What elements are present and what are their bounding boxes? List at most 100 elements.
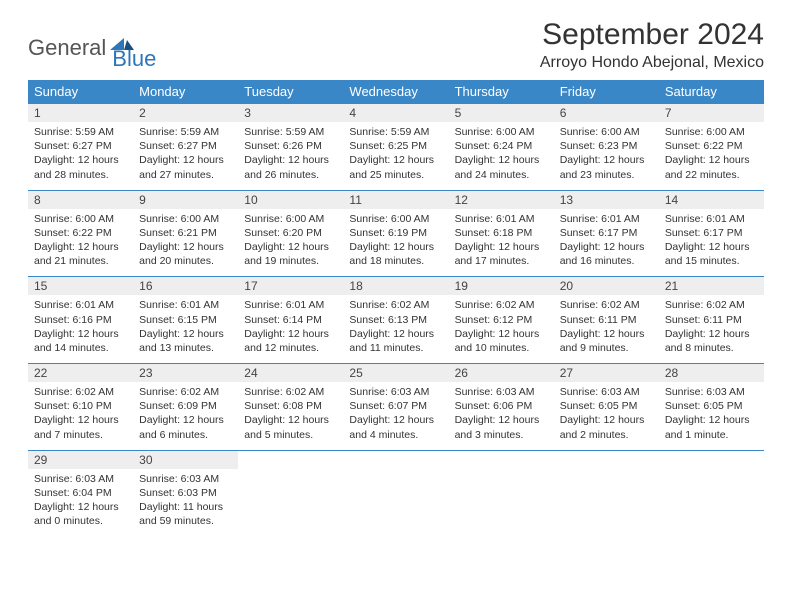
sunrise-text: Sunrise: 6:01 AM — [455, 212, 548, 226]
calendar-day-cell: 20Sunrise: 6:02 AMSunset: 6:11 PMDayligh… — [554, 277, 659, 364]
sunset-text: Sunset: 6:05 PM — [560, 399, 653, 413]
calendar-day-cell: 2Sunrise: 5:59 AMSunset: 6:27 PMDaylight… — [133, 104, 238, 191]
calendar-day-cell: 9Sunrise: 6:00 AMSunset: 6:21 PMDaylight… — [133, 190, 238, 277]
day-number: 3 — [238, 104, 343, 122]
sunrise-text: Sunrise: 6:00 AM — [139, 212, 232, 226]
daylight-line1: Daylight: 12 hours — [34, 327, 127, 341]
day-info: Sunrise: 6:01 AMSunset: 6:16 PMDaylight:… — [28, 295, 133, 363]
day-number: 4 — [343, 104, 448, 122]
daylight-line1: Daylight: 12 hours — [349, 240, 442, 254]
calendar-day-cell: 24Sunrise: 6:02 AMSunset: 6:08 PMDayligh… — [238, 364, 343, 451]
day-number: 21 — [659, 277, 764, 295]
sunrise-text: Sunrise: 6:03 AM — [34, 472, 127, 486]
daylight-line2: and 24 minutes. — [455, 168, 548, 182]
day-info: Sunrise: 6:03 AMSunset: 6:05 PMDaylight:… — [554, 382, 659, 450]
daylight-line2: and 26 minutes. — [244, 168, 337, 182]
day-info: Sunrise: 6:01 AMSunset: 6:17 PMDaylight:… — [659, 209, 764, 277]
day-number: 5 — [449, 104, 554, 122]
sunset-text: Sunset: 6:23 PM — [560, 139, 653, 153]
calendar-day-cell: 17Sunrise: 6:01 AMSunset: 6:14 PMDayligh… — [238, 277, 343, 364]
day-info: Sunrise: 6:03 AMSunset: 6:07 PMDaylight:… — [343, 382, 448, 450]
calendar-day-cell: 25Sunrise: 6:03 AMSunset: 6:07 PMDayligh… — [343, 364, 448, 451]
sunset-text: Sunset: 6:14 PM — [244, 313, 337, 327]
day-info: Sunrise: 6:00 AMSunset: 6:20 PMDaylight:… — [238, 209, 343, 277]
daylight-line1: Daylight: 12 hours — [560, 153, 653, 167]
sunrise-text: Sunrise: 6:02 AM — [139, 385, 232, 399]
sunset-text: Sunset: 6:07 PM — [349, 399, 442, 413]
calendar-header-row: SundayMondayTuesdayWednesdayThursdayFrid… — [28, 80, 764, 104]
daylight-line1: Daylight: 12 hours — [139, 327, 232, 341]
sunrise-text: Sunrise: 6:01 AM — [665, 212, 758, 226]
sunrise-text: Sunrise: 6:00 AM — [349, 212, 442, 226]
day-header: Friday — [554, 80, 659, 104]
daylight-line2: and 3 minutes. — [455, 428, 548, 442]
sunset-text: Sunset: 6:27 PM — [139, 139, 232, 153]
day-info: Sunrise: 6:00 AMSunset: 6:24 PMDaylight:… — [449, 122, 554, 190]
sunset-text: Sunset: 6:17 PM — [560, 226, 653, 240]
sunrise-text: Sunrise: 6:03 AM — [139, 472, 232, 486]
daylight-line2: and 1 minute. — [665, 428, 758, 442]
day-number: 10 — [238, 191, 343, 209]
sunrise-text: Sunrise: 5:59 AM — [139, 125, 232, 139]
day-number: 15 — [28, 277, 133, 295]
daylight-line1: Daylight: 12 hours — [244, 327, 337, 341]
sunset-text: Sunset: 6:13 PM — [349, 313, 442, 327]
day-info: Sunrise: 6:03 AMSunset: 6:06 PMDaylight:… — [449, 382, 554, 450]
daylight-line2: and 25 minutes. — [349, 168, 442, 182]
sunset-text: Sunset: 6:27 PM — [34, 139, 127, 153]
day-info: Sunrise: 6:02 AMSunset: 6:13 PMDaylight:… — [343, 295, 448, 363]
daylight-line1: Daylight: 12 hours — [349, 327, 442, 341]
calendar-day-cell: 8Sunrise: 6:00 AMSunset: 6:22 PMDaylight… — [28, 190, 133, 277]
calendar-week-row: 1Sunrise: 5:59 AMSunset: 6:27 PMDaylight… — [28, 104, 764, 191]
sunset-text: Sunset: 6:16 PM — [34, 313, 127, 327]
calendar-empty-cell — [554, 450, 659, 536]
calendar-week-row: 29Sunrise: 6:03 AMSunset: 6:04 PMDayligh… — [28, 450, 764, 536]
calendar-day-cell: 21Sunrise: 6:02 AMSunset: 6:11 PMDayligh… — [659, 277, 764, 364]
calendar-day-cell: 4Sunrise: 5:59 AMSunset: 6:25 PMDaylight… — [343, 104, 448, 191]
day-number: 25 — [343, 364, 448, 382]
sunrise-text: Sunrise: 6:02 AM — [349, 298, 442, 312]
sunrise-text: Sunrise: 6:02 AM — [34, 385, 127, 399]
location-label: Arroyo Hondo Abejonal, Mexico — [540, 54, 764, 72]
daylight-line2: and 13 minutes. — [139, 341, 232, 355]
day-info: Sunrise: 6:00 AMSunset: 6:19 PMDaylight:… — [343, 209, 448, 277]
day-number: 19 — [449, 277, 554, 295]
day-number: 18 — [343, 277, 448, 295]
sunset-text: Sunset: 6:06 PM — [455, 399, 548, 413]
sunset-text: Sunset: 6:22 PM — [665, 139, 758, 153]
day-number: 1 — [28, 104, 133, 122]
daylight-line2: and 7 minutes. — [34, 428, 127, 442]
daylight-line1: Daylight: 12 hours — [139, 153, 232, 167]
daylight-line2: and 6 minutes. — [139, 428, 232, 442]
daylight-line2: and 22 minutes. — [665, 168, 758, 182]
calendar-day-cell: 1Sunrise: 5:59 AMSunset: 6:27 PMDaylight… — [28, 104, 133, 191]
sunset-text: Sunset: 6:08 PM — [244, 399, 337, 413]
day-header: Wednesday — [343, 80, 448, 104]
sunrise-text: Sunrise: 6:03 AM — [560, 385, 653, 399]
sunset-text: Sunset: 6:22 PM — [34, 226, 127, 240]
calendar-day-cell: 15Sunrise: 6:01 AMSunset: 6:16 PMDayligh… — [28, 277, 133, 364]
calendar-day-cell: 12Sunrise: 6:01 AMSunset: 6:18 PMDayligh… — [449, 190, 554, 277]
sunset-text: Sunset: 6:17 PM — [665, 226, 758, 240]
daylight-line1: Daylight: 12 hours — [665, 327, 758, 341]
calendar-day-cell: 5Sunrise: 6:00 AMSunset: 6:24 PMDaylight… — [449, 104, 554, 191]
daylight-line2: and 23 minutes. — [560, 168, 653, 182]
month-title: September 2024 — [540, 18, 764, 52]
daylight-line1: Daylight: 12 hours — [560, 413, 653, 427]
sunrise-text: Sunrise: 6:00 AM — [560, 125, 653, 139]
calendar-day-cell: 26Sunrise: 6:03 AMSunset: 6:06 PMDayligh… — [449, 364, 554, 451]
calendar-day-cell: 11Sunrise: 6:00 AMSunset: 6:19 PMDayligh… — [343, 190, 448, 277]
day-number: 20 — [554, 277, 659, 295]
calendar-day-cell: 18Sunrise: 6:02 AMSunset: 6:13 PMDayligh… — [343, 277, 448, 364]
day-number: 12 — [449, 191, 554, 209]
daylight-line2: and 19 minutes. — [244, 254, 337, 268]
sunrise-text: Sunrise: 5:59 AM — [244, 125, 337, 139]
calendar-week-row: 22Sunrise: 6:02 AMSunset: 6:10 PMDayligh… — [28, 364, 764, 451]
sunset-text: Sunset: 6:09 PM — [139, 399, 232, 413]
daylight-line1: Daylight: 12 hours — [139, 413, 232, 427]
day-info: Sunrise: 6:01 AMSunset: 6:17 PMDaylight:… — [554, 209, 659, 277]
day-number: 7 — [659, 104, 764, 122]
daylight-line2: and 21 minutes. — [34, 254, 127, 268]
calendar-body: 1Sunrise: 5:59 AMSunset: 6:27 PMDaylight… — [28, 104, 764, 537]
daylight-line2: and 12 minutes. — [244, 341, 337, 355]
